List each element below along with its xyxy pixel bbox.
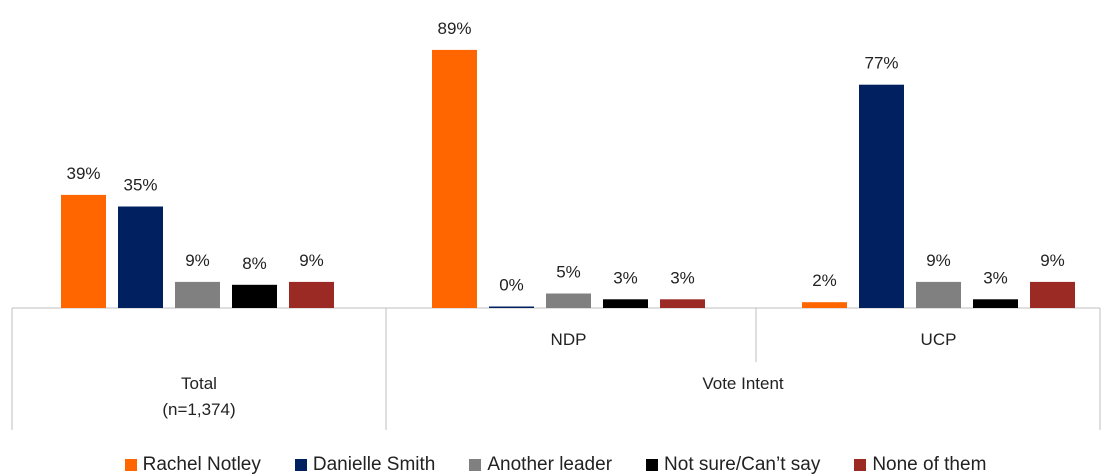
value-label: 9% <box>299 251 324 270</box>
bar-not-sure-can-t-say-total <box>232 284 277 308</box>
parent-label-vote-intent: Vote Intent <box>702 374 784 393</box>
bar-another-leader-total <box>175 281 220 308</box>
legend-swatch <box>469 458 482 471</box>
legend-item-not-sure-can-t-say: Not sure/Can’t say <box>646 454 820 476</box>
bar-another-leader-ndp <box>546 293 591 308</box>
value-label: 2% <box>812 271 837 290</box>
legend-label: Rachel Notley <box>142 453 261 475</box>
category-labels-layer: Total (n=1,374) NDP UCP Vote Intent <box>162 330 956 419</box>
legend-swatch <box>124 458 137 471</box>
value-label: 9% <box>926 251 951 270</box>
legend-swatch <box>646 458 659 471</box>
value-label: 35% <box>123 176 157 195</box>
value-label: 3% <box>983 268 1008 287</box>
value-label: 89% <box>437 19 471 38</box>
bar-chart: 39% 89% 2% 35% 0% 77% 9% 5% 9% 8% 3% 3% 9% 3% 9% Total… <box>11 19 1101 430</box>
bar-none-of-them-ndp <box>660 299 705 308</box>
legend-item-rachel-notley: Rachel Notley <box>124 453 261 476</box>
legend-label: Danielle Smith <box>312 453 436 475</box>
legend-item-none-of-them: None of them <box>854 454 986 476</box>
category-label-ndp: NDP <box>551 330 587 349</box>
value-label: 3% <box>670 268 695 287</box>
value-label: 0% <box>499 276 524 295</box>
bar-rachel-notley-ucp <box>802 302 847 308</box>
bar-none-of-them-total <box>289 281 334 308</box>
category-label-ucp: UCP <box>921 330 957 349</box>
value-label: 77% <box>864 54 898 73</box>
value-label: 3% <box>613 268 638 287</box>
bar-rachel-notley-total <box>61 194 106 308</box>
value-label: 9% <box>1040 251 1065 270</box>
bar-not-sure-can-t-say-ndp <box>603 299 648 308</box>
legend-label: None of them <box>872 453 987 475</box>
value-label: 39% <box>66 164 100 183</box>
legend-item-danielle-smith: Danielle Smith <box>294 453 436 476</box>
bar-rachel-notley-ndp <box>432 49 477 309</box>
bar-another-leader-ucp <box>916 281 961 308</box>
bar-danielle-smith-ndp <box>489 306 534 308</box>
bar-danielle-smith-ucp <box>859 84 904 308</box>
bar-not-sure-can-t-say-ucp <box>973 299 1018 308</box>
legend-swatch <box>854 458 867 471</box>
value-label: 5% <box>556 263 581 282</box>
legend: Rachel Notley Danielle Smith Another leade… <box>0 453 1111 476</box>
legend-label: Another leader <box>487 453 613 475</box>
bar-danielle-smith-total <box>118 206 163 308</box>
value-labels-layer: 39% 89% 2% 35% 0% 77% 9% 5% 9% 8% 3% 3% 9% 3% 9% <box>66 19 1064 295</box>
legend-swatch <box>294 458 307 471</box>
value-label: 8% <box>242 254 267 273</box>
bar-none-of-them-ucp <box>1030 281 1075 308</box>
bars-layer <box>61 49 1075 309</box>
legend-label: Not sure/Can’t say <box>664 453 821 475</box>
category-sublabel-total: (n=1,374) <box>162 400 235 419</box>
legend-item-another-leader: Another leader <box>469 454 612 476</box>
value-label: 9% <box>185 251 210 270</box>
category-label-total: Total <box>181 374 217 393</box>
